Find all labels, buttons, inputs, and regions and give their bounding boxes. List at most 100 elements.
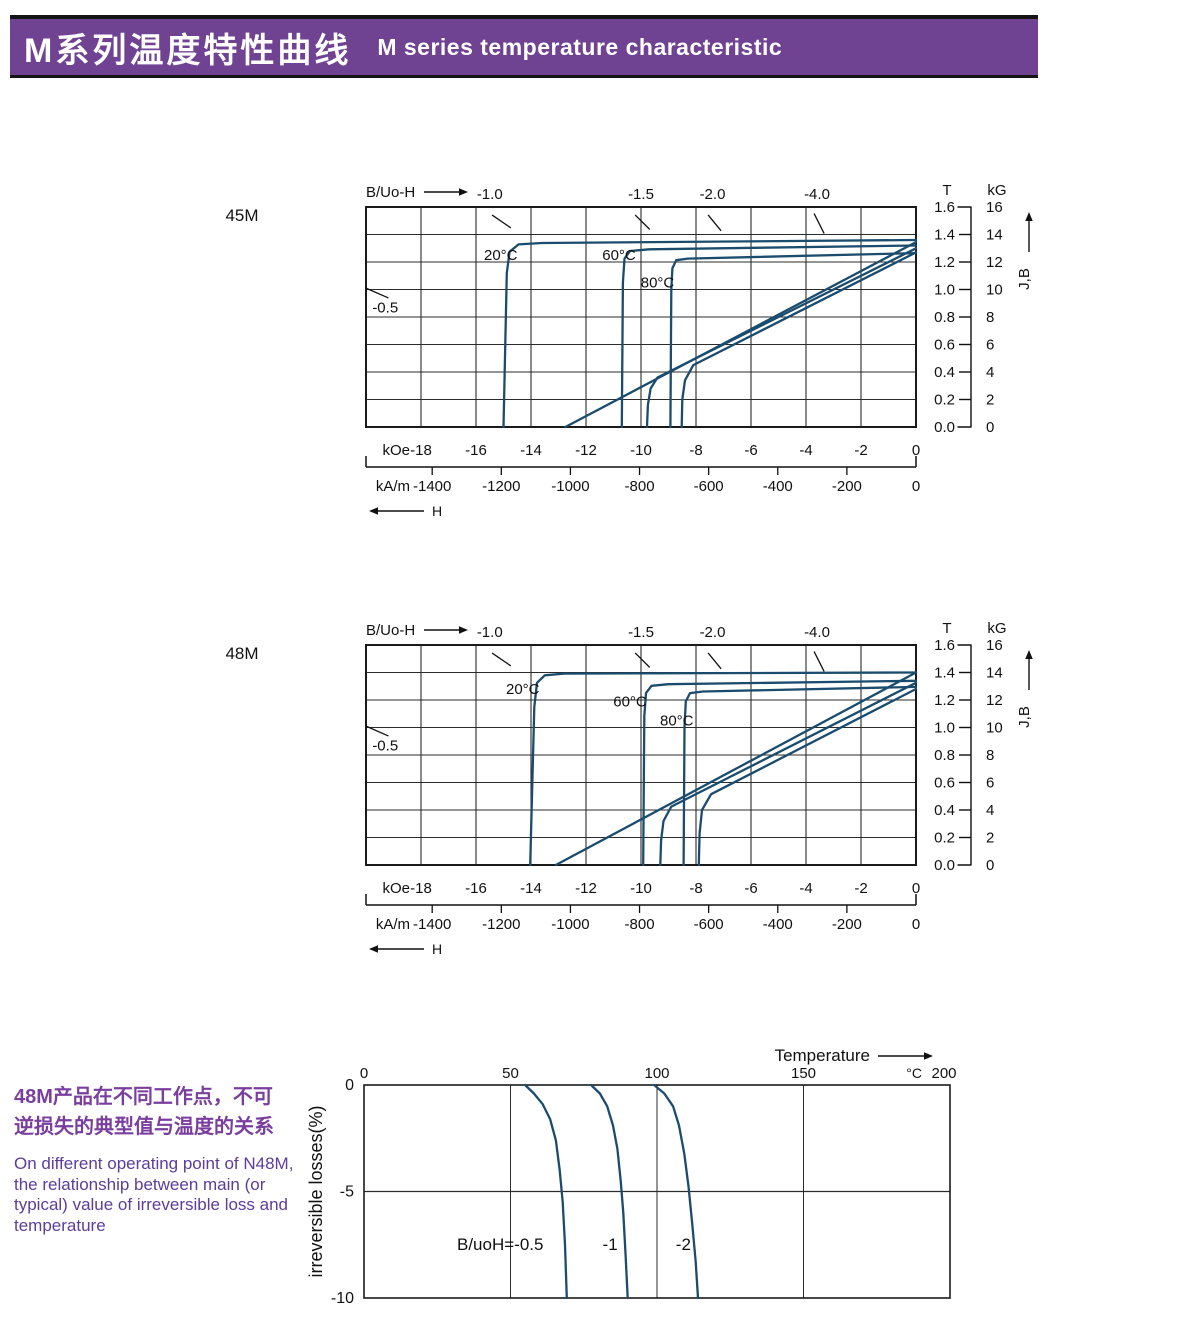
- svg-text:-1000: -1000: [551, 916, 589, 933]
- svg-text:16: 16: [986, 637, 1003, 654]
- svg-text:irreversible losses(%): irreversible losses(%): [306, 1105, 326, 1277]
- svg-text:-1400: -1400: [413, 478, 451, 495]
- demag-chart-48m: 48M B/Uo-H -1.0 -1.5 -2.0 -4.0 -0.5 20°C 60°C 80°…: [225, 620, 1033, 957]
- svg-text:2: 2: [986, 830, 994, 847]
- svg-text:-1.5: -1.5: [628, 624, 654, 641]
- svg-text:J,B: J,B: [1016, 706, 1033, 728]
- svg-text:6: 6: [986, 337, 994, 354]
- svg-text:14: 14: [986, 227, 1003, 244]
- svg-text:-4.0: -4.0: [804, 186, 830, 203]
- svg-text:1.4: 1.4: [934, 227, 955, 244]
- svg-text:-16: -16: [465, 880, 487, 897]
- svg-text:-0.5: -0.5: [372, 737, 398, 754]
- svg-text:-14: -14: [520, 880, 542, 897]
- svg-text:10: 10: [986, 720, 1003, 737]
- svg-text:0.6: 0.6: [934, 337, 955, 354]
- svg-text:kOe: kOe: [382, 880, 410, 897]
- svg-text:4: 4: [986, 364, 994, 381]
- svg-text:12: 12: [986, 254, 1003, 271]
- svg-text:-600: -600: [694, 916, 724, 933]
- svg-text:2: 2: [986, 392, 994, 409]
- svg-text:-200: -200: [832, 478, 862, 495]
- svg-text:kA/m: kA/m: [376, 478, 410, 495]
- svg-text:-4: -4: [799, 442, 812, 459]
- svg-text:-10: -10: [630, 442, 652, 459]
- svg-text:45M: 45M: [225, 206, 258, 225]
- side-note-english: On different operating point of N48M, th…: [14, 1154, 294, 1236]
- svg-text:-4: -4: [799, 880, 812, 897]
- svg-text:Temperature: Temperature: [775, 1046, 870, 1065]
- header-banner: M系列温度特性曲线 M series temperature character…: [10, 15, 1038, 78]
- svg-text:0: 0: [345, 1077, 354, 1094]
- svg-text:-800: -800: [625, 916, 655, 933]
- svg-text:16: 16: [986, 199, 1003, 216]
- svg-text:-800: -800: [625, 478, 655, 495]
- svg-text:kOe: kOe: [382, 442, 410, 459]
- svg-text:-2.0: -2.0: [700, 624, 726, 641]
- svg-text:H: H: [432, 941, 442, 957]
- svg-text:-600: -600: [694, 478, 724, 495]
- svg-text:-6: -6: [744, 442, 757, 459]
- svg-text:-18: -18: [410, 880, 432, 897]
- svg-text:B/Uo-H: B/Uo-H: [366, 184, 415, 201]
- svg-text:48M: 48M: [225, 644, 258, 663]
- side-note-chinese: 48M产品在不同工作点，不可 逆损失的典型值与温度的关系: [14, 1086, 274, 1138]
- svg-text:0.4: 0.4: [934, 802, 955, 819]
- svg-text:-1000: -1000: [551, 478, 589, 495]
- svg-text:kA/m: kA/m: [376, 916, 410, 933]
- svg-text:60°C: 60°C: [602, 247, 636, 264]
- demag-chart-45m: 45M B/Uo-H -1.0 -1.5 -2.0 -4.0 -0.5 20°C 60°C 80°…: [225, 182, 1033, 519]
- svg-text:-2: -2: [854, 880, 867, 897]
- svg-text:60°C: 60°C: [613, 693, 647, 710]
- svg-text:8: 8: [986, 747, 994, 764]
- svg-text:-10: -10: [630, 880, 652, 897]
- svg-text:-1.0: -1.0: [477, 624, 503, 641]
- svg-text:-10: -10: [331, 1290, 354, 1307]
- svg-text:J,B: J,B: [1016, 268, 1033, 290]
- svg-text:100: 100: [644, 1065, 669, 1082]
- svg-text:-2: -2: [854, 442, 867, 459]
- svg-text:0: 0: [360, 1065, 368, 1082]
- svg-text:8: 8: [986, 309, 994, 326]
- svg-text:1.0: 1.0: [934, 282, 955, 299]
- svg-text:12: 12: [986, 692, 1003, 709]
- svg-text:150: 150: [791, 1065, 816, 1082]
- svg-text:1.2: 1.2: [934, 692, 955, 709]
- svg-text:-16: -16: [465, 442, 487, 459]
- svg-text:B/Uo-H: B/Uo-H: [366, 622, 415, 639]
- svg-text:0: 0: [912, 478, 920, 495]
- svg-text:-12: -12: [575, 442, 597, 459]
- svg-text:-12: -12: [575, 880, 597, 897]
- page-title-cn: M系列温度特性曲线: [24, 31, 352, 70]
- svg-text:-8: -8: [689, 442, 702, 459]
- svg-text:-400: -400: [763, 916, 793, 933]
- svg-text:-5: -5: [340, 1184, 354, 1201]
- svg-text:H: H: [432, 503, 442, 519]
- svg-text:kG: kG: [987, 182, 1006, 199]
- svg-text:0.0: 0.0: [934, 419, 955, 436]
- svg-text:20°C: 20°C: [484, 247, 518, 264]
- svg-text:0.0: 0.0: [934, 857, 955, 874]
- svg-text:-1.5: -1.5: [628, 186, 654, 203]
- svg-text:-1400: -1400: [413, 916, 451, 933]
- svg-text:10: 10: [986, 282, 1003, 299]
- svg-text:-6: -6: [744, 880, 757, 897]
- svg-text:-1200: -1200: [482, 478, 520, 495]
- svg-text:0: 0: [986, 419, 994, 436]
- irreversible-loss-chart: 0 50 100 150 200 °C Temperature 0 -5 -10 irreversi…: [306, 1046, 957, 1307]
- svg-text:-4.0: -4.0: [804, 624, 830, 641]
- svg-text:1.6: 1.6: [934, 637, 955, 654]
- svg-text:-400: -400: [763, 478, 793, 495]
- svg-text:50: 50: [502, 1065, 519, 1082]
- svg-text:0.2: 0.2: [934, 392, 955, 409]
- svg-text:1.0: 1.0: [934, 720, 955, 737]
- svg-text:-0.5: -0.5: [372, 299, 398, 316]
- svg-text:80°C: 80°C: [641, 275, 675, 292]
- svg-text:kG: kG: [987, 620, 1006, 637]
- svg-text:-1: -1: [603, 1235, 618, 1254]
- svg-text:1.6: 1.6: [934, 199, 955, 216]
- svg-text:-18: -18: [410, 442, 432, 459]
- svg-text:0: 0: [912, 880, 920, 897]
- svg-text:-8: -8: [689, 880, 702, 897]
- svg-text:0.8: 0.8: [934, 747, 955, 764]
